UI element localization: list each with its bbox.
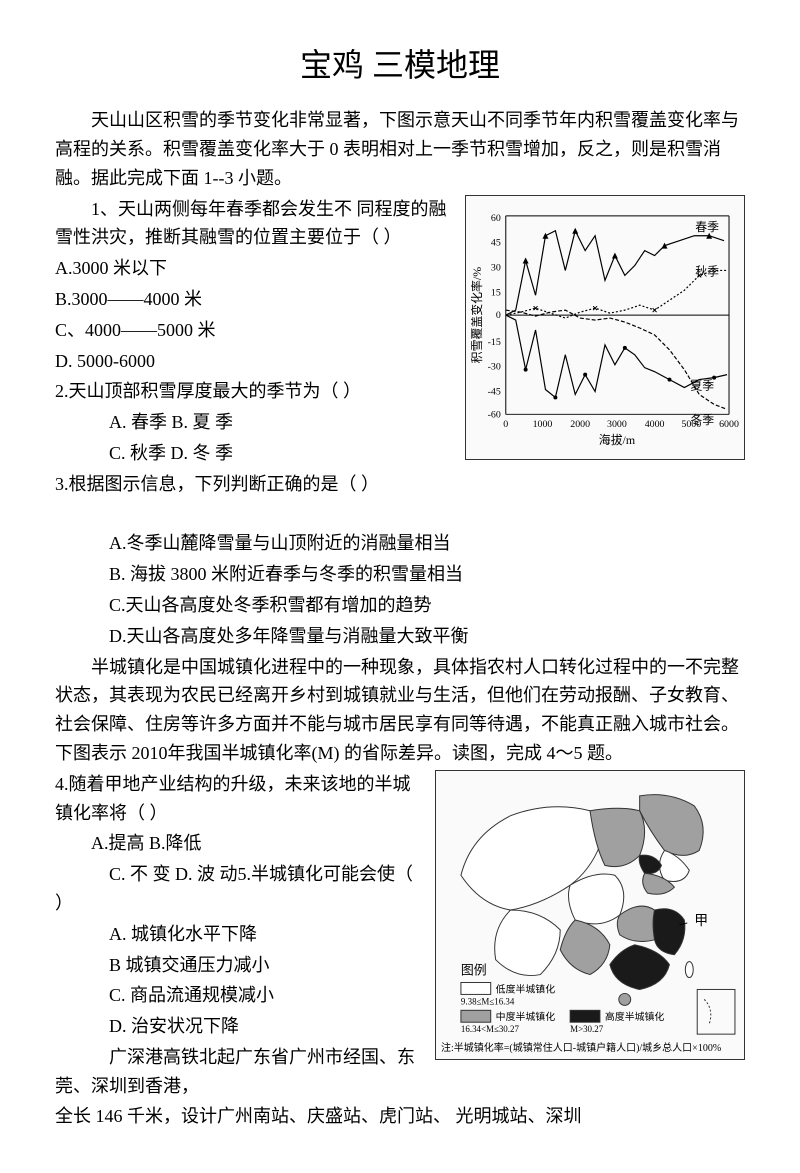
svg-text:30: 30 <box>491 262 501 273</box>
svg-text:1000: 1000 <box>533 419 553 430</box>
svg-text:夏季: 夏季 <box>690 378 714 392</box>
svg-text:-15: -15 <box>488 336 501 347</box>
svg-text:积雪覆盖变化率/%: 积雪覆盖变化率/% <box>471 266 484 363</box>
intro-paragraph-2: 半城镇化是中国城镇化进程中的一种现象，具体指农村人口转化过程中的一不完整状态，其… <box>55 653 745 768</box>
q3-option-a: A.冬季山麓降雪量与山顶附近的消融量相当 <box>55 529 745 558</box>
snow-chart-svg: 60 45 30 15 0 -15 -30 -45 -60 0 1000 200… <box>471 201 739 454</box>
q3-option-d: D.天山各高度处多年降雪量与消融量大致平衡 <box>55 622 745 651</box>
question-3: 3.根据图示信息，下列判断正确的是（ ） <box>55 470 745 499</box>
svg-text:0: 0 <box>503 419 508 430</box>
svg-text:M>30.27: M>30.27 <box>570 1024 604 1034</box>
svg-text:-30: -30 <box>488 361 501 372</box>
figure-china-map: 甲 图例 低度半城镇化 9.38≤M≤16.34 中度半城镇化 16.34<M≤… <box>435 770 745 1060</box>
section-q4-q5: 半城镇化是中国城镇化进程中的一种现象，具体指农村人口转化过程中的一不完整状态，其… <box>55 653 745 1132</box>
svg-text:冬季: 冬季 <box>690 413 714 427</box>
svg-text:4000: 4000 <box>645 419 665 430</box>
svg-text:秋季: 秋季 <box>695 264 719 278</box>
svg-text:高度半城镇化: 高度半城镇化 <box>605 1010 665 1023</box>
svg-text:6000: 6000 <box>719 419 739 430</box>
svg-text:低度半城镇化: 低度半城镇化 <box>496 982 556 995</box>
svg-text:-45: -45 <box>488 386 501 397</box>
svg-text:45: 45 <box>491 237 501 248</box>
intro-paragraph-3b: 全长 146 千米，设计广州南站、庆盛站、虎门站、 光明城站、深圳 <box>55 1102 745 1131</box>
svg-text:-60: -60 <box>488 409 501 420</box>
svg-text:0: 0 <box>496 310 501 321</box>
map-footnote: 注:半城镇化率=(城镇常住人口-城镇户籍人口)/城乡总人口×100% <box>441 1041 739 1057</box>
svg-text:9.38≤M≤16.34: 9.38≤M≤16.34 <box>461 996 515 1006</box>
svg-text:春季: 春季 <box>695 219 719 233</box>
svg-text:中度半城镇化: 中度半城镇化 <box>496 1010 556 1023</box>
china-map-svg: 甲 图例 低度半城镇化 9.38≤M≤16.34 中度半城镇化 16.34<M≤… <box>441 776 739 1054</box>
svg-text:60: 60 <box>491 212 501 223</box>
page-title: 宝鸡 三模地理 <box>55 40 745 91</box>
svg-text:16.34<M≤30.27: 16.34<M≤30.27 <box>461 1024 520 1034</box>
q3-option-b: B. 海拔 3800 米附近春季与冬季的积雪量相当 <box>55 560 745 589</box>
svg-text:甲: 甲 <box>694 914 708 929</box>
section-q1-q3: 60 45 30 15 0 -15 -30 -45 -60 0 1000 200… <box>55 195 745 651</box>
intro-paragraph-1: 天山山区积雪的季节变化非常显著，下图示意天山不同季节年内积雪覆盖变化率与高程的关… <box>55 106 745 192</box>
svg-text:2000: 2000 <box>570 419 590 430</box>
figure-snow-chart: 60 45 30 15 0 -15 -30 -45 -60 0 1000 200… <box>465 195 745 460</box>
svg-text:图例: 图例 <box>461 963 487 977</box>
q3-option-c: C.天山各高度处冬季积雪都有增加的趋势 <box>55 591 745 620</box>
svg-text:15: 15 <box>491 287 501 298</box>
svg-text:海拔/m: 海拔/m <box>599 433 636 447</box>
svg-text:3000: 3000 <box>607 419 627 430</box>
